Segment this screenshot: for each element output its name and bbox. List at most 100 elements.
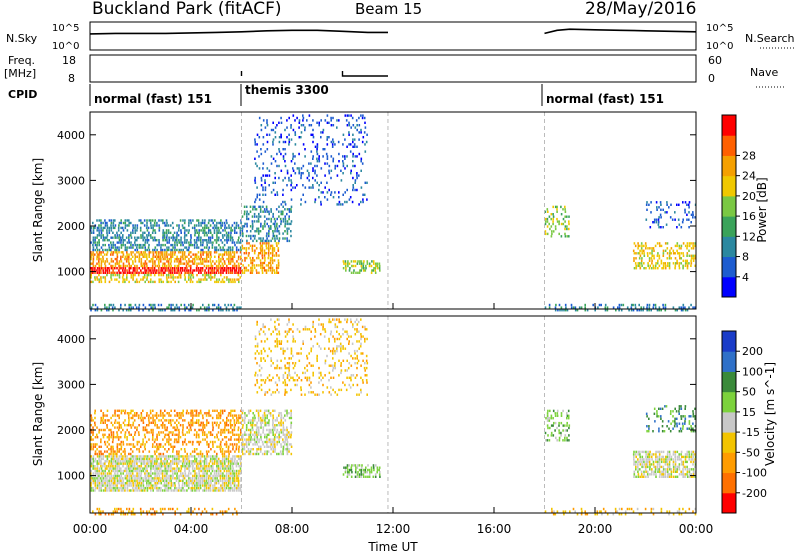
data-cell	[148, 472, 150, 475]
data-cell	[286, 374, 289, 377]
data-cell	[216, 489, 218, 492]
data-cell	[306, 119, 308, 122]
data-cell	[168, 414, 170, 417]
data-cell	[124, 409, 127, 412]
data-cell	[206, 224, 208, 227]
data-cell	[206, 251, 208, 254]
data-cell	[152, 229, 155, 232]
data-cell	[280, 136, 282, 139]
data-cell	[228, 267, 230, 270]
data-cell	[282, 188, 284, 192]
data-cell	[124, 255, 127, 258]
data-cell	[255, 431, 258, 434]
data-cell	[269, 259, 272, 262]
data-cell	[174, 477, 176, 480]
data-cell	[219, 409, 222, 412]
data-cell	[94, 477, 96, 480]
data-cell	[138, 479, 140, 482]
data-cell	[150, 479, 152, 482]
data-cell	[234, 243, 236, 247]
data-cell	[674, 309, 677, 312]
data-cell	[106, 472, 109, 475]
data-cell	[202, 433, 204, 436]
data-cell	[374, 267, 377, 270]
data-cell	[138, 253, 141, 256]
data-cell	[170, 409, 172, 412]
data-cell	[140, 264, 143, 268]
data-cell	[215, 424, 218, 427]
data-cell	[230, 424, 232, 427]
data-cell	[196, 219, 198, 222]
data-cell	[148, 309, 150, 312]
data-cell	[225, 482, 228, 485]
data-cell	[117, 460, 120, 463]
data-cell	[302, 119, 304, 122]
data-cell	[199, 486, 202, 490]
data-cell	[128, 412, 130, 415]
data-cell	[200, 243, 202, 247]
data-cell	[196, 273, 198, 277]
data-cell	[286, 333, 289, 336]
data-cell	[154, 219, 156, 222]
data-cell	[208, 443, 210, 446]
data-cell	[238, 465, 240, 468]
data-cell	[262, 200, 265, 204]
data-cell	[233, 251, 236, 254]
data-cell	[239, 460, 242, 463]
data-cell	[92, 303, 94, 307]
data-cell	[240, 248, 242, 252]
data-cell	[128, 241, 130, 244]
data-cell	[162, 231, 164, 234]
data-cell	[684, 211, 686, 214]
data-cell	[211, 433, 214, 436]
data-cell	[120, 239, 122, 242]
data-cell	[690, 242, 692, 245]
data-cell	[144, 479, 147, 482]
data-cell	[106, 271, 109, 274]
data-cell	[126, 467, 128, 470]
data-cell	[142, 479, 145, 482]
data-cell	[255, 428, 258, 432]
data-cell	[225, 231, 228, 234]
data-cell	[179, 469, 182, 473]
data-cell	[568, 220, 570, 223]
data-cell	[227, 234, 230, 237]
data-cell	[308, 114, 311, 117]
data-cell	[90, 229, 92, 232]
data-cell	[118, 267, 121, 270]
data-cell	[94, 489, 96, 492]
data-cell	[273, 222, 276, 226]
data-cell	[154, 457, 156, 461]
nave-label: Nave	[750, 66, 778, 79]
data-cell	[259, 252, 262, 255]
data-cell	[284, 160, 286, 163]
data-cell	[176, 271, 178, 274]
data-cell	[546, 225, 549, 228]
data-cell	[222, 477, 224, 480]
data-cell	[271, 261, 274, 265]
data-cell	[100, 280, 103, 284]
data-cell	[202, 231, 204, 234]
data-cell	[647, 264, 649, 267]
data-cell	[239, 251, 242, 254]
data-cell	[146, 412, 148, 415]
data-cell	[176, 234, 178, 237]
colorbar-tick-label: 24	[742, 170, 756, 183]
data-cell	[204, 465, 206, 468]
data-cell	[171, 253, 174, 256]
data-cell	[117, 438, 120, 441]
data-cell	[98, 255, 100, 258]
data-cell	[255, 409, 258, 412]
data-cell	[208, 414, 210, 417]
data-cell	[161, 426, 164, 429]
data-cell	[662, 208, 664, 211]
data-cell	[224, 462, 226, 465]
data-cell	[282, 428, 284, 432]
data-cell	[286, 230, 289, 233]
data-cell	[658, 264, 661, 267]
data-cell	[215, 472, 218, 475]
data-cell	[202, 226, 204, 230]
data-cell	[98, 489, 100, 492]
data-cell	[188, 462, 190, 465]
data-cell	[94, 253, 96, 256]
